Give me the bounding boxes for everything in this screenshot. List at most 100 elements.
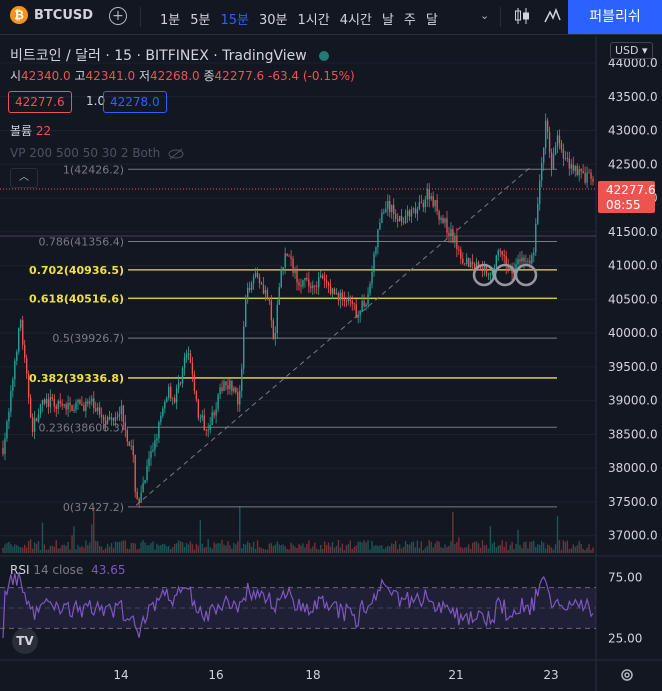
candle-body bbox=[197, 399, 200, 418]
volume-bar bbox=[546, 544, 549, 553]
volume-bar bbox=[140, 542, 142, 553]
buy-price-button[interactable]: 42278.0 bbox=[103, 91, 167, 113]
volume-bar bbox=[359, 541, 361, 553]
volume-bar bbox=[446, 547, 448, 553]
volume-bar bbox=[458, 537, 460, 553]
volume-bar bbox=[280, 545, 282, 553]
candle-body bbox=[477, 262, 480, 266]
volume-bar bbox=[268, 543, 271, 553]
collapse-legend-button[interactable]: ︿ bbox=[10, 168, 38, 188]
volume-bar bbox=[460, 546, 462, 553]
volume-bar bbox=[345, 545, 348, 553]
volume-bar bbox=[114, 541, 117, 553]
volume-bar bbox=[100, 546, 103, 553]
candle-body bbox=[116, 416, 119, 418]
volume-bar bbox=[290, 542, 292, 553]
volume-bar bbox=[170, 549, 172, 553]
interval-0[interactable]: 1분 bbox=[160, 13, 181, 28]
candle-body bbox=[412, 208, 415, 210]
gear-icon[interactable] bbox=[619, 667, 635, 683]
volume-bar bbox=[302, 543, 304, 553]
interval-4[interactable]: 1시간 bbox=[297, 13, 330, 28]
volume-bar bbox=[181, 542, 184, 553]
candle-body bbox=[442, 217, 444, 223]
volume-bar bbox=[45, 549, 48, 553]
volume-bar bbox=[126, 548, 128, 553]
candle-body bbox=[371, 272, 373, 285]
interval-8[interactable]: 달 bbox=[425, 13, 438, 28]
symbol-search[interactable]: ₿ BTCUSD bbox=[10, 6, 93, 24]
candle-body bbox=[568, 158, 571, 169]
volume-bar bbox=[381, 545, 383, 553]
candle-body bbox=[91, 398, 93, 402]
volume-bar bbox=[391, 543, 393, 553]
candle-body bbox=[185, 354, 188, 358]
candle-body bbox=[464, 263, 466, 265]
candle-body bbox=[541, 162, 543, 181]
volume-bar bbox=[325, 544, 328, 553]
volume-bar bbox=[175, 543, 178, 553]
candle-body bbox=[584, 173, 586, 183]
candle-body bbox=[278, 287, 280, 305]
candle-body bbox=[414, 208, 417, 214]
currency-selector[interactable]: USD ▾ bbox=[610, 42, 653, 59]
candle-body bbox=[363, 301, 365, 307]
volume-bar bbox=[438, 541, 440, 553]
candle-body bbox=[181, 368, 184, 384]
change-value: -63.4 (-0.15%) bbox=[268, 69, 355, 83]
interval-7[interactable]: 주 bbox=[403, 13, 416, 28]
candle-body bbox=[248, 287, 251, 290]
volume-bar bbox=[260, 547, 263, 553]
candle-body bbox=[262, 284, 265, 294]
sell-price-button[interactable]: 42277.6 bbox=[8, 91, 72, 113]
candle-body bbox=[276, 304, 278, 334]
candle-type-icon[interactable] bbox=[513, 6, 531, 26]
candle-body bbox=[97, 407, 99, 412]
compare-add-icon[interactable]: + bbox=[109, 7, 127, 25]
candle-body bbox=[327, 282, 330, 287]
volume-bar bbox=[487, 548, 490, 553]
volume-bar bbox=[349, 540, 351, 553]
candle-body bbox=[385, 209, 387, 212]
volume-bar bbox=[146, 545, 148, 553]
interval-5[interactable]: 4시간 bbox=[339, 13, 372, 28]
interval-6[interactable]: 날 bbox=[381, 13, 394, 28]
candle-body bbox=[268, 298, 271, 301]
candle-body bbox=[37, 414, 40, 422]
volume-bar bbox=[231, 548, 233, 553]
volume-bar bbox=[183, 546, 186, 553]
volume-bar bbox=[81, 545, 83, 553]
candle-body bbox=[523, 257, 525, 262]
candle-body bbox=[211, 412, 213, 425]
indicators-icon[interactable] bbox=[542, 6, 562, 26]
volume-bar bbox=[456, 541, 458, 553]
volume-bar bbox=[6, 542, 8, 553]
candle-body bbox=[416, 208, 419, 214]
volume-bar bbox=[193, 549, 196, 553]
candle-body bbox=[410, 209, 413, 217]
volume-bar bbox=[375, 545, 377, 553]
interval-1[interactable]: 5분 bbox=[190, 13, 211, 28]
interval-3[interactable]: 30분 bbox=[258, 13, 288, 28]
publish-button[interactable]: 퍼블리쉬 bbox=[568, 0, 662, 34]
candle-body bbox=[79, 399, 81, 405]
candle-body bbox=[195, 390, 198, 400]
volume-bar bbox=[298, 543, 300, 553]
time-tick: 18 bbox=[305, 668, 320, 682]
price-tick: 43500.0 bbox=[608, 90, 658, 104]
chart-title: 비트코인 / 달러 · 15 · BITFINEX · TradingView bbox=[10, 45, 330, 65]
candle-body bbox=[519, 259, 521, 262]
time-axis: 14 16 18 21 23 bbox=[113, 668, 558, 682]
volume-bar bbox=[87, 545, 89, 553]
volume-bar bbox=[22, 547, 24, 553]
volume-bar bbox=[16, 544, 18, 553]
interval-2[interactable]: 15분 bbox=[220, 13, 249, 28]
current-price-badge bbox=[598, 181, 655, 213]
volume-label: 볼륨 bbox=[10, 124, 33, 138]
eye-hidden-icon[interactable] bbox=[168, 148, 184, 160]
candle-body bbox=[402, 221, 405, 223]
candle-body bbox=[404, 216, 407, 223]
chevron-down-icon[interactable]: ⌄ bbox=[480, 9, 490, 22]
volume-bar bbox=[426, 546, 428, 553]
